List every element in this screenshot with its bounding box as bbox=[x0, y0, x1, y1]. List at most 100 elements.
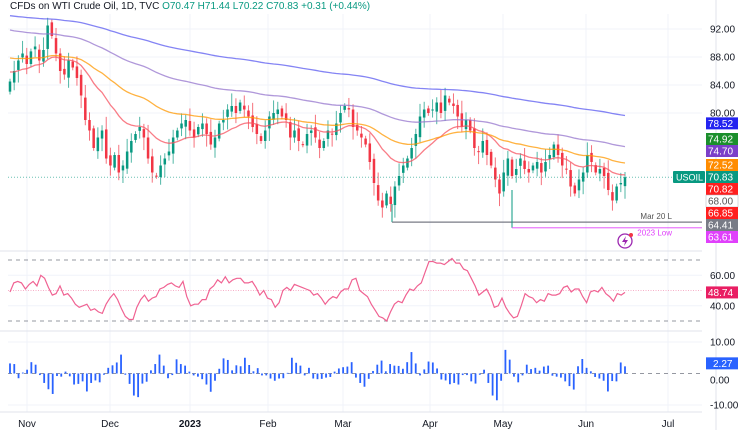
momentum-bar bbox=[34, 364, 37, 374]
momentum-bar bbox=[350, 362, 353, 374]
momentum-bar bbox=[171, 373, 174, 376]
momentum-bar bbox=[419, 373, 421, 376]
candle-body bbox=[448, 98, 451, 103]
candle-body bbox=[230, 106, 233, 112]
momentum-bar bbox=[602, 373, 605, 381]
price-badge-ema200[interactable] bbox=[706, 117, 738, 130]
candle-body bbox=[506, 158, 510, 176]
momentum-bar bbox=[594, 373, 597, 377]
momentum-bar bbox=[624, 366, 626, 374]
price-badge-ema100-alt[interactable] bbox=[706, 133, 738, 145]
momentum-bar bbox=[619, 362, 622, 374]
momentum-bar bbox=[500, 373, 503, 381]
price-badge-ema50[interactable] bbox=[706, 159, 738, 171]
momentum-bar bbox=[209, 373, 212, 392]
momentum-bar bbox=[376, 364, 379, 374]
momentum-bar bbox=[188, 371, 191, 374]
candle-body bbox=[251, 115, 254, 127]
price-badge-value: 64.41 bbox=[708, 221, 733, 232]
candle-body bbox=[527, 169, 531, 173]
momentum-bar bbox=[308, 367, 310, 374]
candle-body bbox=[238, 102, 242, 111]
candle-body bbox=[573, 185, 577, 194]
momentum-bar bbox=[137, 373, 140, 398]
candle-body bbox=[402, 165, 405, 173]
momentum-bar bbox=[448, 373, 451, 385]
lightning-icon[interactable] bbox=[617, 233, 633, 249]
momentum-bar bbox=[167, 373, 169, 379]
candle-body bbox=[276, 109, 280, 115]
momentum-bar bbox=[393, 365, 396, 374]
momentum-bar bbox=[607, 373, 609, 392]
momentum-bar bbox=[342, 367, 345, 374]
candle-body bbox=[364, 138, 367, 145]
momentum-bar bbox=[107, 367, 110, 374]
chart-header: CFDs on WTI Crude Oil, 1D, TVC O70.47 H7… bbox=[8, 1, 373, 12]
candle-body bbox=[79, 74, 83, 96]
candle-body bbox=[368, 143, 372, 162]
candle-body bbox=[163, 158, 167, 165]
candle-body bbox=[100, 130, 104, 139]
momentum-bar bbox=[60, 373, 63, 377]
momentum-bar bbox=[9, 363, 11, 374]
momentum-bar bbox=[564, 373, 567, 382]
momentum-value: 2.27 bbox=[713, 359, 733, 370]
momentum-bar bbox=[278, 373, 280, 379]
price-badge-2023-low[interactable] bbox=[706, 231, 738, 243]
candle-body bbox=[514, 169, 518, 175]
time-axis-tick: 2023 bbox=[179, 419, 202, 430]
price-badge-ema20[interactable] bbox=[706, 183, 738, 195]
candle-body bbox=[464, 120, 468, 130]
candle-body bbox=[268, 116, 271, 129]
candle-body bbox=[121, 165, 125, 171]
symbol-description: CFDs on WTI Crude Oil, 1D, TVC bbox=[10, 1, 160, 12]
candle-body bbox=[623, 177, 627, 187]
candle-body bbox=[201, 123, 204, 130]
candle-body bbox=[234, 106, 238, 113]
candle-body bbox=[176, 130, 179, 138]
momentum-bar bbox=[64, 371, 67, 374]
candle-body bbox=[335, 123, 338, 136]
candle-body bbox=[435, 102, 438, 112]
candle-body bbox=[439, 102, 443, 113]
momentum-bar bbox=[290, 357, 293, 374]
momentum-bar bbox=[85, 373, 88, 392]
symbol-tag-label: USOIL bbox=[676, 173, 703, 183]
momentum-bar bbox=[77, 373, 80, 384]
candle-body bbox=[456, 104, 459, 117]
momentum-bar bbox=[329, 373, 332, 377]
price-badge-ema100[interactable] bbox=[706, 145, 738, 157]
candle-body bbox=[180, 123, 183, 129]
candle-body bbox=[619, 183, 623, 185]
candle-body bbox=[598, 169, 602, 174]
price-badge-mar-20-l[interactable] bbox=[706, 219, 738, 231]
candle-body bbox=[284, 113, 288, 120]
momentum-bar bbox=[269, 373, 272, 379]
candle-body bbox=[263, 130, 267, 141]
time-axis-tick: Apr bbox=[422, 419, 438, 430]
candle-body bbox=[414, 134, 418, 146]
momentum-bar bbox=[154, 364, 157, 374]
momentum-bar bbox=[414, 363, 417, 374]
momentum-bar bbox=[551, 373, 554, 376]
price-badge-value: 66.85 bbox=[708, 209, 733, 220]
momentum-bar bbox=[158, 354, 161, 374]
momentum-bar bbox=[337, 368, 340, 374]
momentum-bar bbox=[530, 369, 532, 374]
candle-body bbox=[209, 131, 213, 145]
momentum-bar bbox=[175, 359, 178, 374]
candle-body bbox=[280, 108, 284, 117]
momentum-bar bbox=[402, 368, 404, 374]
price-badge-support[interactable] bbox=[706, 207, 738, 219]
momentum-bar bbox=[474, 373, 477, 384]
candle-body bbox=[343, 106, 346, 110]
symbol-tag[interactable] bbox=[673, 171, 705, 183]
momentum-bar bbox=[205, 373, 208, 385]
price-badge-usoil[interactable] bbox=[706, 171, 738, 183]
candle-body bbox=[171, 137, 175, 154]
candle-body bbox=[301, 144, 305, 146]
candle-body bbox=[351, 109, 355, 127]
candle-body bbox=[431, 109, 434, 111]
momentum-bar bbox=[94, 373, 97, 381]
